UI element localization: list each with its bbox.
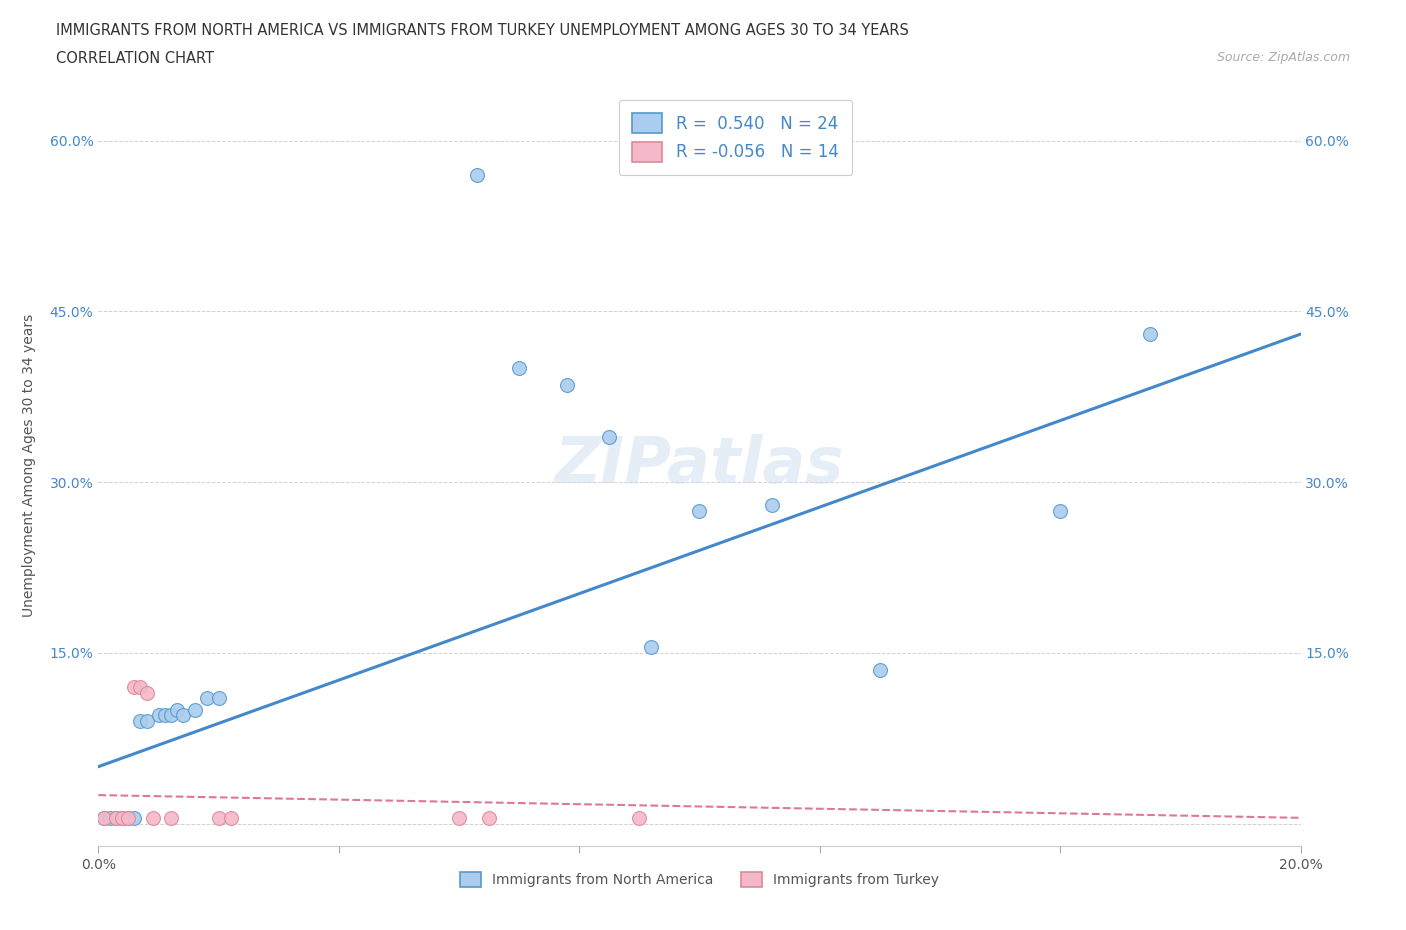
Point: [208, 810, 231, 825]
Point: [129, 680, 152, 695]
Point: [555, 378, 578, 392]
Point: [148, 708, 170, 723]
Point: [1049, 503, 1071, 518]
Point: [135, 685, 157, 700]
Text: Source: ZipAtlas.com: Source: ZipAtlas.com: [1216, 51, 1350, 64]
Point: [447, 810, 470, 825]
Point: [508, 361, 530, 376]
Point: [159, 810, 181, 825]
Point: [195, 691, 218, 706]
Point: [153, 708, 176, 723]
Legend: Immigrants from North America, Immigrants from Turkey: Immigrants from North America, Immigrant…: [454, 867, 945, 893]
Y-axis label: Unemployment Among Ages 30 to 34 years: Unemployment Among Ages 30 to 34 years: [22, 313, 35, 617]
Point: [166, 702, 188, 717]
Text: CORRELATION CHART: CORRELATION CHART: [56, 51, 214, 66]
Text: IMMIGRANTS FROM NORTH AMERICA VS IMMIGRANTS FROM TURKEY UNEMPLOYMENT AMONG AGES : IMMIGRANTS FROM NORTH AMERICA VS IMMIGRA…: [56, 23, 910, 38]
Point: [124, 810, 146, 825]
Point: [129, 713, 152, 728]
Point: [219, 810, 242, 825]
Point: [111, 810, 134, 825]
Point: [628, 810, 651, 825]
Point: [183, 702, 205, 717]
Point: [124, 680, 146, 695]
Point: [105, 810, 128, 825]
Point: [105, 810, 128, 825]
Point: [598, 429, 620, 444]
Point: [208, 691, 231, 706]
Point: [689, 503, 711, 518]
Point: [465, 167, 488, 182]
Text: ZIPatlas: ZIPatlas: [555, 434, 844, 496]
Point: [1139, 326, 1161, 341]
Point: [640, 640, 662, 655]
Point: [172, 708, 194, 723]
Point: [111, 810, 134, 825]
Point: [100, 810, 122, 825]
Point: [93, 810, 115, 825]
Point: [117, 810, 139, 825]
Point: [869, 662, 891, 677]
Point: [135, 713, 157, 728]
Point: [93, 810, 115, 825]
Point: [159, 708, 181, 723]
Point: [761, 498, 783, 512]
Point: [117, 810, 139, 825]
Point: [478, 810, 501, 825]
Point: [141, 810, 163, 825]
